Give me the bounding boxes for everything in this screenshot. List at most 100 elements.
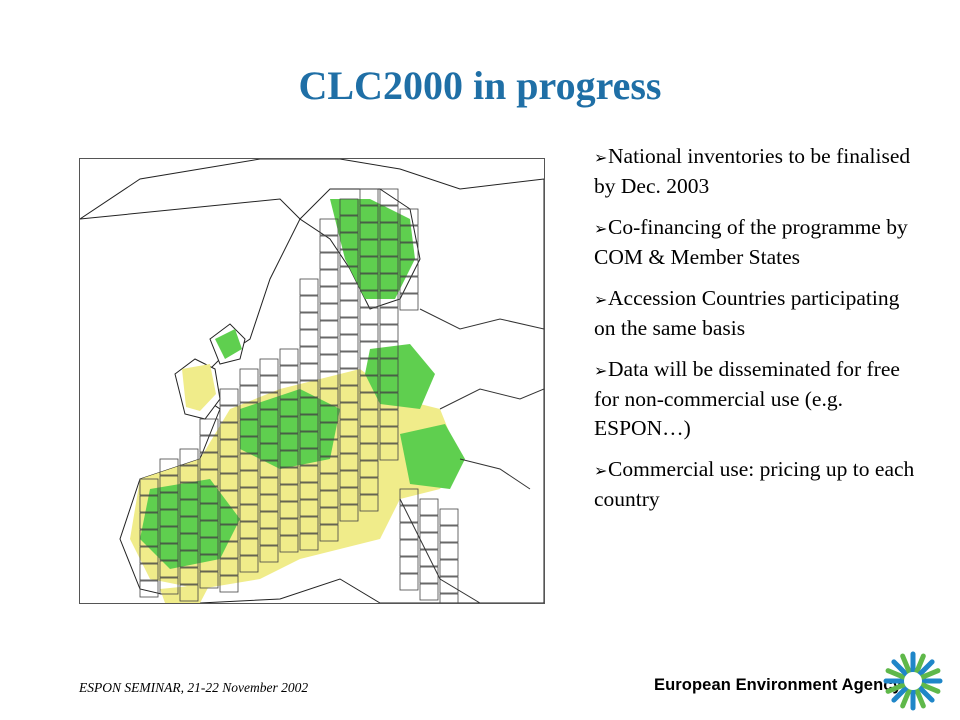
bullet-list: ➢National inventories to be finalised by… bbox=[594, 142, 924, 526]
scene-tile bbox=[219, 507, 239, 525]
scene-tile bbox=[239, 555, 259, 573]
scene-tile bbox=[139, 529, 159, 547]
scene-tile bbox=[379, 205, 399, 223]
logo-ray bbox=[891, 685, 909, 703]
scene-tile bbox=[299, 533, 319, 551]
scene-tile bbox=[259, 477, 279, 495]
scene-tile bbox=[199, 571, 219, 589]
scene-tile bbox=[339, 198, 359, 216]
scene-tile bbox=[319, 303, 339, 321]
scene-tile bbox=[239, 470, 259, 488]
scene-tile bbox=[199, 469, 219, 487]
scene-tile bbox=[319, 473, 339, 491]
bullet-item-5: ➢Commercial use: pricing up to each coun… bbox=[594, 455, 924, 514]
bullet-text-5: Commercial use: pricing up to each count… bbox=[594, 457, 915, 511]
scene-tile bbox=[299, 295, 319, 313]
bullet-item-3: ➢Accession Countries participating on th… bbox=[594, 284, 924, 343]
scene-tile bbox=[259, 494, 279, 512]
scene-tile bbox=[399, 225, 419, 243]
scene-tile bbox=[239, 402, 259, 420]
logo-ray bbox=[917, 685, 935, 703]
scene-tile bbox=[179, 448, 199, 466]
eea-logo-icon bbox=[883, 651, 943, 711]
scene-tile bbox=[219, 439, 239, 457]
scene-tile bbox=[299, 465, 319, 483]
scene-tile bbox=[299, 363, 319, 381]
arrow-bullet-icon: ➢ bbox=[594, 461, 608, 480]
scene-tile bbox=[199, 554, 219, 572]
scene-tile bbox=[139, 478, 159, 496]
logo-ray bbox=[919, 668, 941, 680]
scene-tile bbox=[179, 516, 199, 534]
scene-tile bbox=[179, 533, 199, 551]
scene-tile bbox=[339, 334, 359, 352]
scene-tile bbox=[339, 215, 359, 233]
scene-tile bbox=[319, 507, 339, 525]
scene-tile bbox=[319, 320, 339, 338]
scene-tile bbox=[319, 269, 339, 287]
scene-tile bbox=[359, 477, 379, 495]
scene-tile bbox=[279, 518, 299, 536]
arrow-bullet-icon: ➢ bbox=[594, 148, 608, 167]
scene-tile bbox=[439, 576, 459, 594]
scene-tile bbox=[199, 520, 219, 538]
scene-tile bbox=[419, 515, 439, 533]
scene-tile bbox=[319, 490, 339, 508]
scene-tile bbox=[419, 549, 439, 567]
arrow-bullet-icon: ➢ bbox=[594, 361, 608, 380]
scene-tile bbox=[379, 341, 399, 359]
scene-tile bbox=[319, 456, 339, 474]
scene-tile bbox=[359, 494, 379, 512]
scene-tile bbox=[139, 495, 159, 513]
scene-tile bbox=[359, 290, 379, 308]
logo-ray bbox=[891, 659, 909, 677]
scene-tile bbox=[239, 504, 259, 522]
scene-tile bbox=[359, 324, 379, 342]
scene-tile bbox=[159, 475, 179, 493]
footer-text: ESPON SEMINAR, 21-22 November 2002 bbox=[79, 680, 309, 695]
scene-tile bbox=[159, 577, 179, 595]
scene-tile bbox=[319, 524, 339, 542]
scene-tile bbox=[279, 484, 299, 502]
scene-tile bbox=[279, 535, 299, 553]
logo-ray bbox=[900, 687, 912, 709]
scene-tile bbox=[359, 392, 379, 410]
scene-tile bbox=[299, 482, 319, 500]
scene-tile bbox=[399, 293, 419, 311]
scene-tile bbox=[219, 422, 239, 440]
scene-tile bbox=[319, 439, 339, 457]
scene-tile bbox=[219, 388, 239, 406]
europe-coverage-map bbox=[79, 158, 545, 604]
scene-tile bbox=[439, 593, 459, 603]
scene-tile bbox=[199, 435, 219, 453]
scene-tile bbox=[259, 392, 279, 410]
scene-tile bbox=[219, 473, 239, 491]
scene-tile bbox=[299, 346, 319, 364]
scene-tile bbox=[399, 208, 419, 226]
scene-tile bbox=[259, 511, 279, 529]
scene-tile bbox=[339, 385, 359, 403]
scene-tile bbox=[299, 380, 319, 398]
bullet-item-1: ➢National inventories to be finalised by… bbox=[594, 142, 924, 201]
scene-tile bbox=[359, 358, 379, 376]
scene-tile bbox=[319, 422, 339, 440]
scene-tile bbox=[159, 458, 179, 476]
scene-tile bbox=[319, 235, 339, 253]
scene-tile bbox=[379, 358, 399, 376]
scene-tile bbox=[359, 188, 379, 206]
scene-tile bbox=[339, 266, 359, 284]
scene-grid bbox=[139, 188, 459, 603]
scene-tile bbox=[319, 286, 339, 304]
scene-tile bbox=[379, 273, 399, 291]
scene-tile bbox=[159, 492, 179, 510]
scene-tile bbox=[339, 351, 359, 369]
scene-tile bbox=[339, 300, 359, 318]
scene-tile bbox=[199, 418, 219, 436]
scene-tile bbox=[319, 371, 339, 389]
scene-tile bbox=[239, 385, 259, 403]
scene-tile bbox=[379, 426, 399, 444]
scene-tile bbox=[259, 443, 279, 461]
logo-ray bbox=[914, 653, 926, 675]
scene-tile bbox=[399, 539, 419, 557]
scene-tile bbox=[279, 399, 299, 417]
